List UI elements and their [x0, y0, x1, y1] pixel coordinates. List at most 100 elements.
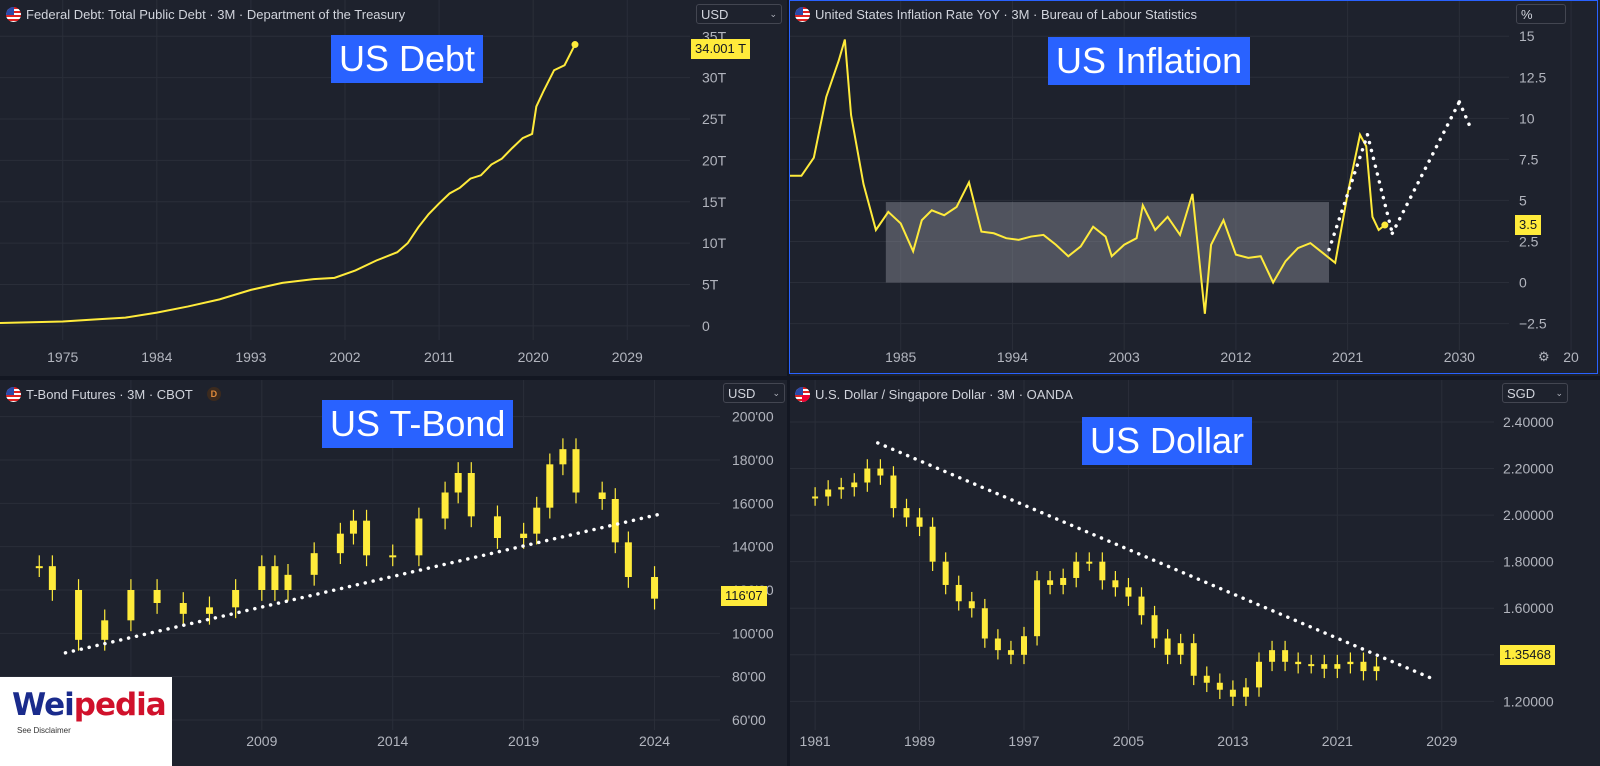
usdsgd-currency-select[interactable]: SGD ⌄ — [1502, 383, 1568, 403]
y-tick-label: 20T — [702, 152, 727, 168]
trend-line-dotted — [1390, 100, 1462, 236]
y-tick-label: 2.40000 — [1503, 414, 1554, 430]
candle-bar — [153, 590, 161, 603]
y-tick-label: 25T — [702, 111, 727, 127]
panel-divider-vertical[interactable] — [787, 0, 790, 766]
weipedia-logo[interactable]: Weipedia See Disclaimer — [0, 677, 172, 766]
candle-bar — [363, 520, 371, 556]
candle-bar — [454, 473, 462, 493]
y-tick-label: 60'00 — [732, 712, 766, 728]
inflation-header-text: United States Inflation Rate YoY · 3M · … — [815, 6, 1198, 22]
candle-bar — [101, 620, 109, 640]
x-tick-label: 2012 — [1220, 349, 1251, 365]
y-tick-label: 2.20000 — [1503, 461, 1554, 477]
candle-bar — [1177, 643, 1184, 655]
candle-bar — [1282, 650, 1289, 662]
y-tick-label: 80'00 — [732, 669, 766, 685]
panel-divider-horizontal[interactable] — [0, 376, 1600, 380]
tbond-chart[interactable]: 2004200920142019202460'0080'00100'00120'… — [0, 380, 789, 766]
inflation-unit-label: % — [1521, 6, 1533, 22]
candle-bar — [1086, 561, 1093, 564]
y-tick-label: 2.00000 — [1503, 507, 1554, 523]
inflation-data-point — [1381, 221, 1389, 229]
y-tick-label: 10 — [1519, 110, 1535, 126]
debt-series-line — [0, 44, 576, 324]
candle-bar — [955, 584, 962, 602]
usdsgd-header: U.S. Dollar / Singapore Dollar · 3M · OA… — [795, 385, 1073, 403]
candle-bar — [572, 449, 580, 493]
x-tick-label: 1984 — [141, 349, 172, 365]
y-tick-label: 200'00 — [732, 409, 774, 425]
candle-bar — [1034, 580, 1041, 637]
candle-bar — [598, 492, 606, 499]
candle-bar — [929, 526, 936, 562]
debt-data-point — [571, 41, 579, 49]
x-tick-label: 2029 — [1426, 733, 1457, 749]
logo-disclaimer: See Disclaimer — [17, 726, 71, 735]
debt-currency-select[interactable]: USD ⌄ — [696, 4, 782, 24]
candle-bar — [1308, 664, 1315, 667]
inflation-chart[interactable]: 1985 1994 2003 2012 2021 2030 20 −2.5 0 2.5 5 7.5 10… — [789, 0, 1600, 376]
y-tick-label: 2.5 — [1519, 233, 1539, 249]
candle-bar — [1060, 577, 1067, 585]
candle-bar — [1021, 636, 1027, 655]
tbond-header: T-Bond Futures · 3M · CBOT D — [6, 385, 221, 403]
candle-bar — [916, 517, 923, 527]
candle-bar — [812, 496, 819, 499]
y-tick-label: 12.5 — [1519, 69, 1546, 85]
x-tick-label: 2030 — [1444, 349, 1475, 365]
candle-bar — [1256, 661, 1262, 688]
usd-sgd-flag-icon — [795, 386, 810, 402]
inflation-unit-select[interactable]: % — [1516, 4, 1566, 24]
candle-bar — [336, 533, 344, 554]
candle-bar — [1216, 682, 1223, 690]
candle-bar — [1007, 650, 1014, 655]
chevron-down-icon: ⌄ — [1555, 387, 1563, 398]
candle-bar — [1360, 661, 1367, 672]
debt-header-text: Federal Debt: Total Public Debt · 3M · D… — [26, 6, 406, 22]
us-flag-icon — [795, 6, 810, 22]
debt-panel[interactable]: 1975 1984 1993 2002 2011 2020 2029 0 5T 10T 15T 20T… — [0, 0, 789, 376]
y-tick-label: 160'00 — [732, 495, 774, 511]
x-tick-label: 2013 — [1217, 733, 1248, 749]
y-tick-label: 0 — [702, 318, 710, 334]
candle-bar — [546, 464, 554, 508]
inflation-panel[interactable]: 1985 1994 2003 2012 2021 2030 20 −2.5 0 2.5 5 7.5 10… — [789, 0, 1600, 376]
dividend-badge[interactable]: D — [206, 387, 221, 401]
candle-bar — [467, 473, 475, 517]
y-tick-label: 10T — [702, 235, 727, 251]
candle-bar — [441, 492, 449, 519]
trend-line-dotted — [63, 512, 662, 655]
candle-bar — [349, 520, 357, 534]
candle-bar — [1229, 689, 1236, 697]
x-tick-label: 2029 — [612, 349, 643, 365]
candle-bar — [415, 518, 423, 556]
usdsgd-panel[interactable]: 19811989199720052013202120291.200001.400… — [789, 380, 1600, 766]
candle-bar — [533, 507, 541, 534]
chevron-down-icon: ⌄ — [769, 8, 777, 19]
candle-bar — [1151, 615, 1158, 639]
candle-bar — [35, 566, 43, 569]
x-tick-label: 2002 — [329, 349, 360, 365]
y-tick-label: 1.20000 — [1503, 693, 1554, 709]
x-tick-label: 2021 — [1322, 733, 1353, 749]
candle-bar — [1347, 661, 1354, 665]
us-flag-icon — [6, 6, 21, 22]
candle-bar — [611, 499, 619, 543]
debt-currency-label: USD — [701, 6, 729, 22]
y-tick-label: 15 — [1519, 28, 1535, 44]
settings-gear-icon[interactable]: ⚙ — [1538, 349, 1550, 364]
x-tick-label: 2024 — [639, 733, 670, 749]
logo-part2: pedia — [73, 687, 167, 723]
trend-line-dotted — [1365, 132, 1395, 236]
inflation-overlay-title: US Inflation — [1048, 37, 1251, 85]
x-tick-label: 2021 — [1332, 349, 1363, 365]
x-tick-label: 1989 — [904, 733, 935, 749]
tbond-currency-select[interactable]: USD ⌄ — [723, 383, 785, 403]
candle-bar — [1138, 596, 1145, 616]
candle-bar — [994, 638, 1001, 651]
x-tick-label: 2014 — [377, 733, 408, 749]
candle-bar — [838, 487, 845, 490]
y-tick-label: 1.80000 — [1503, 554, 1554, 570]
usdsgd-price-tag: 1.35468 — [1500, 645, 1555, 665]
